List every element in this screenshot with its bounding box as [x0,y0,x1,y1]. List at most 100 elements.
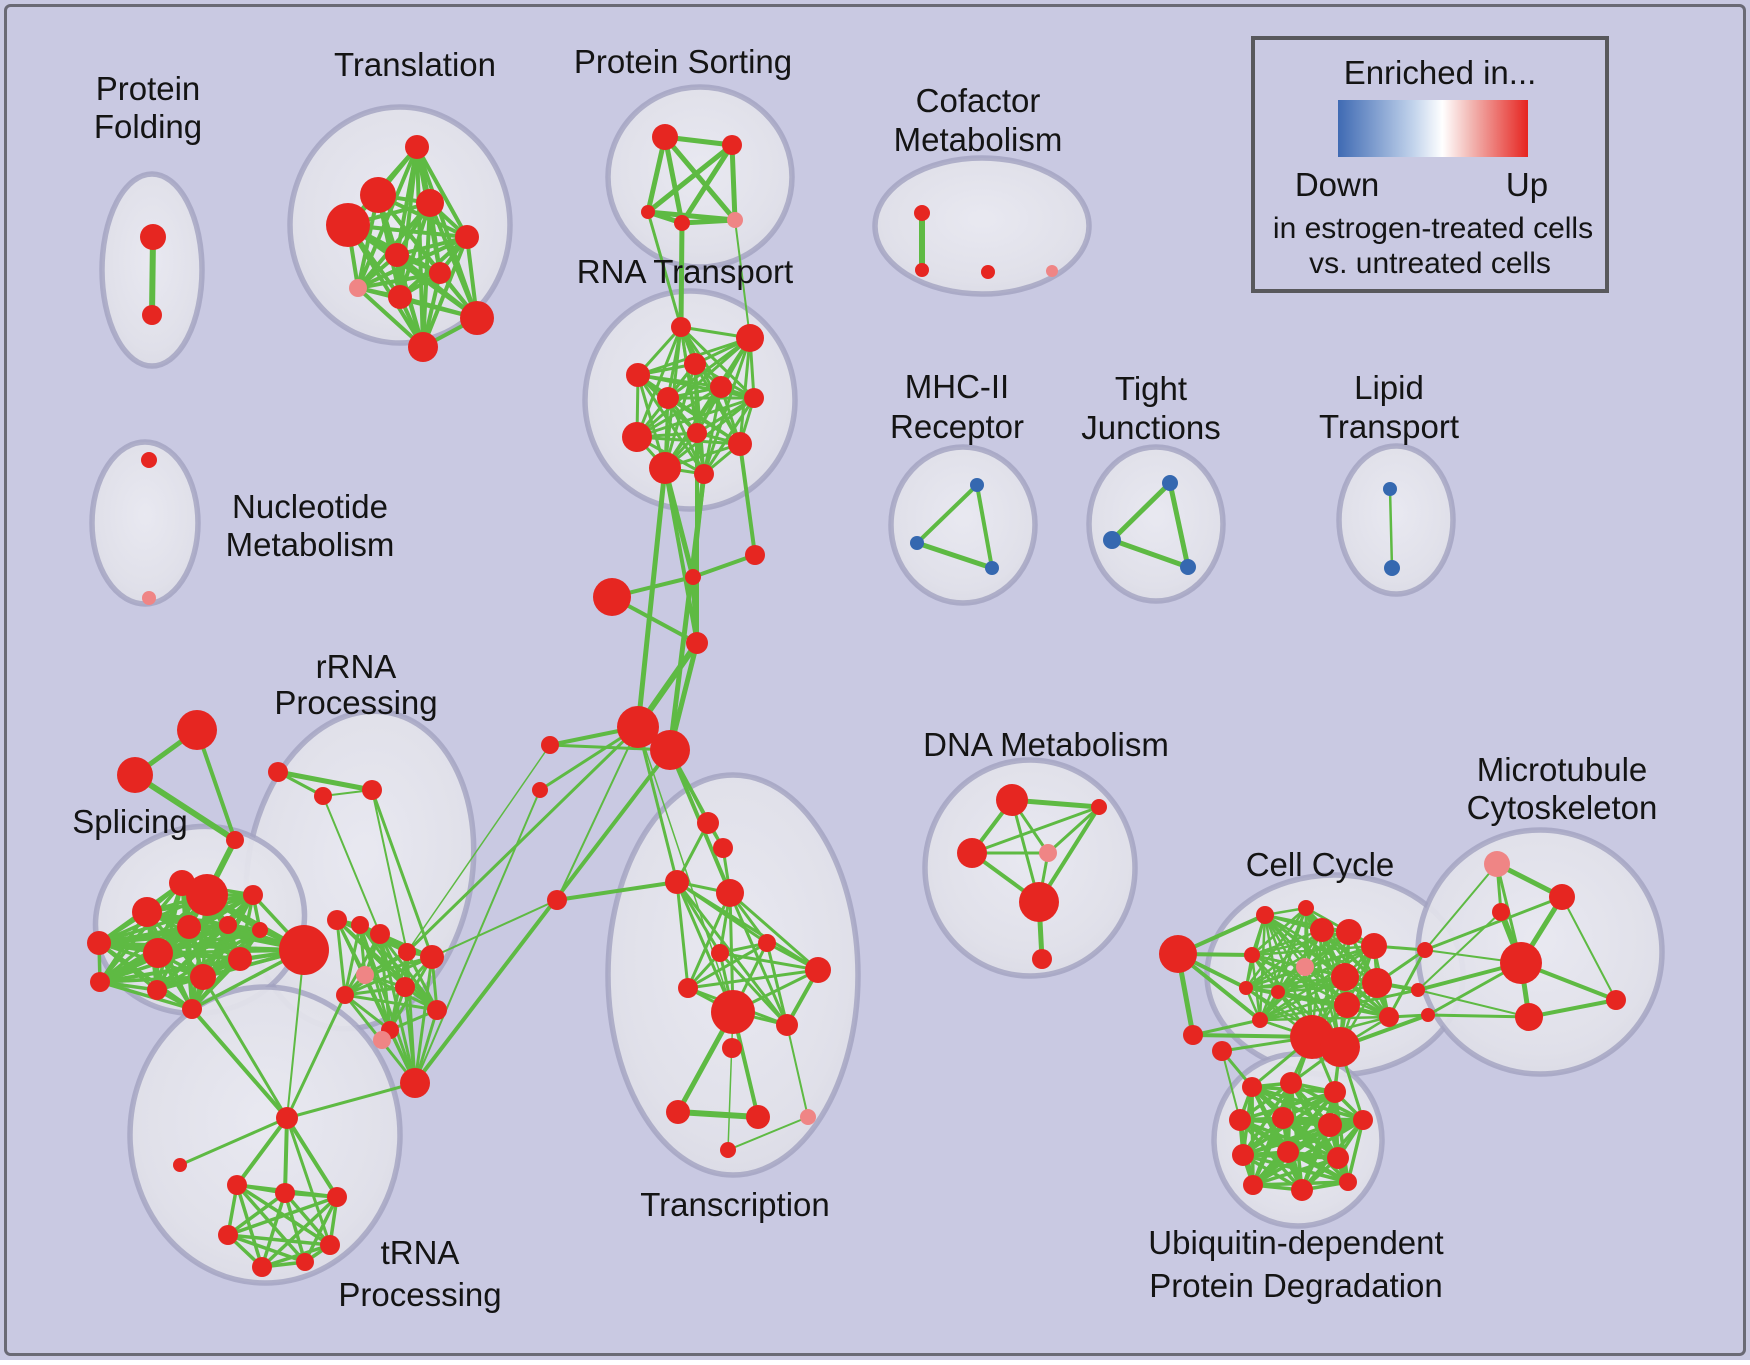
network-edge [1251,1156,1340,1187]
network-node-cc1 [1256,906,1274,924]
network-edge [1423,895,1564,952]
network-node-ccsat [1159,935,1197,973]
network-node-br3 [547,890,567,910]
network-node-cf4 [1046,265,1058,277]
network-node-cchub2 [1320,1027,1360,1067]
network-edge [1417,911,1502,991]
network-node-cc6 [1244,947,1260,963]
network-node-pf2 [142,305,162,325]
network-node-s10 [190,964,216,990]
network-node-cc10 [1271,985,1285,999]
network-node-mt3 [1492,903,1510,921]
network-edge [98,928,262,984]
network-edge [260,1195,339,1269]
network-edge [727,1011,734,1151]
network-edge [1244,906,1308,990]
network-edge [1258,1003,1349,1022]
cluster-label-trna-processing: tRNA Processing [338,1234,501,1313]
network-edge [415,145,469,239]
network-edge [226,1191,287,1237]
network-node-u8 [1232,1144,1254,1166]
network-edge [395,235,469,257]
network-edge [1250,928,1324,957]
network-node-rt7 [744,388,764,408]
network-node-cc11 [1334,992,1360,1018]
network-node-t11 [408,332,438,362]
network-node-st1 [177,710,217,750]
network-edge [691,553,757,579]
network-node-d2 [957,838,987,868]
network-node-rt1 [671,317,691,337]
network-edge [765,941,789,1027]
network-edge [679,217,738,226]
network-node-ru1 [268,762,288,782]
network-edge [690,574,700,646]
network-node-ccsat2 [1183,1025,1203,1045]
network-edge [235,1116,289,1187]
cluster-label-rna-transport: RNA Transport [577,253,793,290]
cluster-label-line: Tight [1115,370,1187,407]
network-edge [260,1191,287,1269]
network-edge [275,769,375,793]
network-edge [675,880,690,990]
network-node-tc8 [678,978,698,998]
network-edge [132,772,238,843]
network-node-ps3 [641,205,655,219]
network-node-r3 [370,924,390,944]
network-node-tr2 [275,1183,295,1203]
network-node-cc12 [1252,1012,1268,1028]
cluster-label-cofactor-metabolism: Cofactor Metabolism [894,82,1063,158]
cluster-label-line: Processing [274,684,437,721]
network-edge [1387,948,1427,1019]
network-edge [98,975,205,984]
network-node-tr5 [320,1235,340,1255]
legend-box [1251,36,1609,293]
cluster-label-line: rRNA [316,648,397,685]
cluster-label-line: Translation [334,46,496,83]
cluster-label-rrna-processing: rRNA Processing [274,648,437,721]
network-node-br2 [532,782,548,798]
network-edge [226,1195,339,1237]
network-node-tc9 [776,1014,798,1036]
cluster-label-splicing: Splicing [72,803,188,840]
network-edge [343,932,382,997]
network-edge [405,950,439,1012]
cluster-ellipse-microtubule-cytoskeleton [1415,827,1665,1077]
network-node-u6 [1318,1113,1342,1137]
network-node-u11 [1243,1175,1263,1195]
network-edge [1258,1015,1391,1022]
cluster-label-line: Ubiquitin-dependent [1148,1224,1443,1261]
network-edge [728,891,820,972]
cluster-label-cell-cycle: Cell Cycle [1246,846,1395,883]
network-node-rt5 [657,387,679,409]
network-edge [155,948,306,992]
network-edge [686,968,820,990]
network-edge [1250,930,1351,957]
network-node-tc10 [722,1038,742,1058]
network-node-rt2 [736,324,764,352]
network-edge [1109,480,1173,543]
cluster-label-line: Nucleotide [232,488,388,525]
network-node-tcb1 [666,1100,690,1124]
cluster-label-line: Metabolism [894,121,1063,158]
cluster-label-line: Splicing [72,803,188,840]
cluster-ellipse-mhc-ii-receptor [888,444,1038,606]
network-node-tc6 [758,934,776,952]
network-node-mtb [1515,1003,1543,1031]
cluster-label-line: Cell Cycle [1246,846,1395,883]
cluster-label-line: Metabolism [226,526,395,563]
network-node-r5 [398,943,416,961]
network-node-r9 [400,1068,430,1098]
network-node-r6 [395,977,415,997]
network-node-tc4 [716,879,744,907]
network-node-d1 [996,784,1028,816]
cluster-label-ubiquitin-degradation: Ubiquitin-dependent Protein Degradation [1148,1224,1443,1304]
network-edge [1250,906,1308,957]
network-edge [727,1116,809,1151]
network-node-mthub [1500,942,1542,984]
network-node-st2 [117,757,153,793]
cluster-label-line: Transcription [640,1186,830,1223]
cluster-label-line: Transport [1319,408,1459,445]
cluster-ellipse-lipid-transport [1336,443,1456,597]
